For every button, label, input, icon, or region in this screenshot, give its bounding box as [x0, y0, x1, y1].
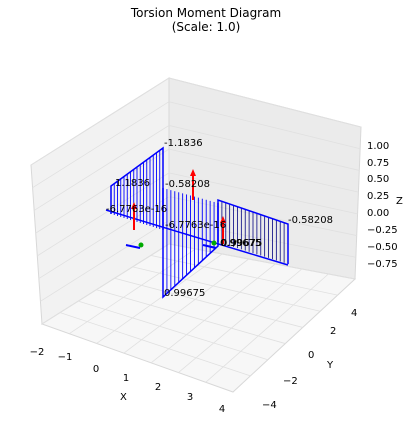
x-tick-label: 2	[155, 382, 161, 393]
annotation-right-lower-2: 0.99675	[221, 238, 262, 249]
node-marker	[211, 240, 217, 246]
annotation-left-upper: 1.1836	[115, 178, 150, 189]
member-direction-arrow	[125, 244, 141, 249]
x-tick-label: −2	[30, 347, 45, 358]
x-tick-label: 3	[187, 392, 193, 403]
grid-line-left	[33, 125, 170, 211]
y-tick-label: −2	[283, 376, 298, 387]
grid-line-floor-a	[150, 255, 338, 296]
annotation-mid-upper: -0.58208	[165, 179, 210, 190]
y-tick-label: 4	[351, 308, 357, 319]
grid-line-floor-a	[96, 289, 286, 344]
axes-ticks: −2 −1 0 1 2 3 4 −4 −2 0 2 4 1.00 0.75 0.50 0.25 0.00 −0.2…	[30, 141, 398, 415]
x-tick-label: 1	[123, 373, 129, 384]
grid-line-right	[168, 148, 359, 193]
grid-line-left	[32, 101, 170, 189]
grid-line-floor-b	[150, 263, 276, 364]
grid-line-floor-a	[78, 300, 268, 361]
z-tick-label: 1.00	[367, 141, 389, 152]
grid-line-right	[168, 219, 356, 258]
y-axis-label: Y	[326, 360, 334, 371]
grid-line-left	[41, 243, 170, 325]
grid-line-right	[168, 125, 360, 171]
grid-line-right	[168, 243, 356, 280]
z-tick-label: −0.50	[367, 242, 398, 253]
grid-line-floor-a	[60, 312, 251, 377]
annotation-right-lower-1: 0.99675	[220, 238, 261, 249]
z-tick-label: 0.75	[367, 158, 389, 169]
grid-line-floor-b	[96, 253, 223, 344]
grid-line-floor-b	[123, 258, 249, 354]
annotation-center-mid: -6.7763e-16	[165, 220, 226, 231]
member-direction-arrow	[202, 244, 217, 249]
grid-line-right	[168, 172, 358, 215]
moment-arrow-head	[131, 202, 137, 209]
z-tick-label: 0.00	[367, 208, 389, 219]
grid-line-floor-b	[205, 273, 329, 383]
y-tick-label: 2	[330, 326, 336, 337]
chart-title: Torsion Moment Diagram	[130, 6, 281, 20]
annotation-top: -1.1836	[164, 138, 203, 149]
moment-arrow-head	[220, 216, 226, 223]
torsion-diagram	[105, 146, 289, 299]
x-axis-label: X	[120, 392, 127, 403]
annotation-bottom: 0.99675	[164, 288, 205, 299]
x-tick-label: −1	[58, 352, 73, 363]
y-tick-label: 0	[308, 350, 314, 361]
z-tick-label: 0.50	[367, 174, 389, 185]
grid-line-left	[40, 219, 170, 302]
x-tick-label: 0	[93, 364, 99, 375]
z-tick-label: 0.25	[367, 191, 389, 202]
y-tick-label: −4	[262, 400, 277, 411]
grid-line-floor-a	[132, 266, 321, 312]
z-axis-label: Z	[396, 196, 403, 207]
chart-subtitle: (Scale: 1.0)	[172, 20, 241, 34]
grid-line-left	[30, 77, 170, 166]
panel-outline-right	[217, 198, 289, 264]
grid-line-left	[38, 196, 170, 279]
moment-arrow-head	[190, 169, 196, 176]
node-marker	[138, 242, 144, 248]
x-tick-label: 4	[219, 404, 225, 415]
grid-line-floor-b	[178, 268, 303, 373]
grid-line-right	[168, 101, 361, 150]
grid-line-floor-a	[114, 277, 303, 328]
grid-line-right	[168, 77, 362, 128]
member-axis-line	[105, 209, 289, 266]
axes-panes	[30, 77, 362, 393]
z-tick-label: −0.25	[367, 225, 398, 236]
annotation-left-mid: -6.7763e-16	[106, 204, 167, 215]
z-tick-label: −0.75	[367, 259, 398, 270]
annotation-right-end: -0.58208	[288, 215, 333, 226]
